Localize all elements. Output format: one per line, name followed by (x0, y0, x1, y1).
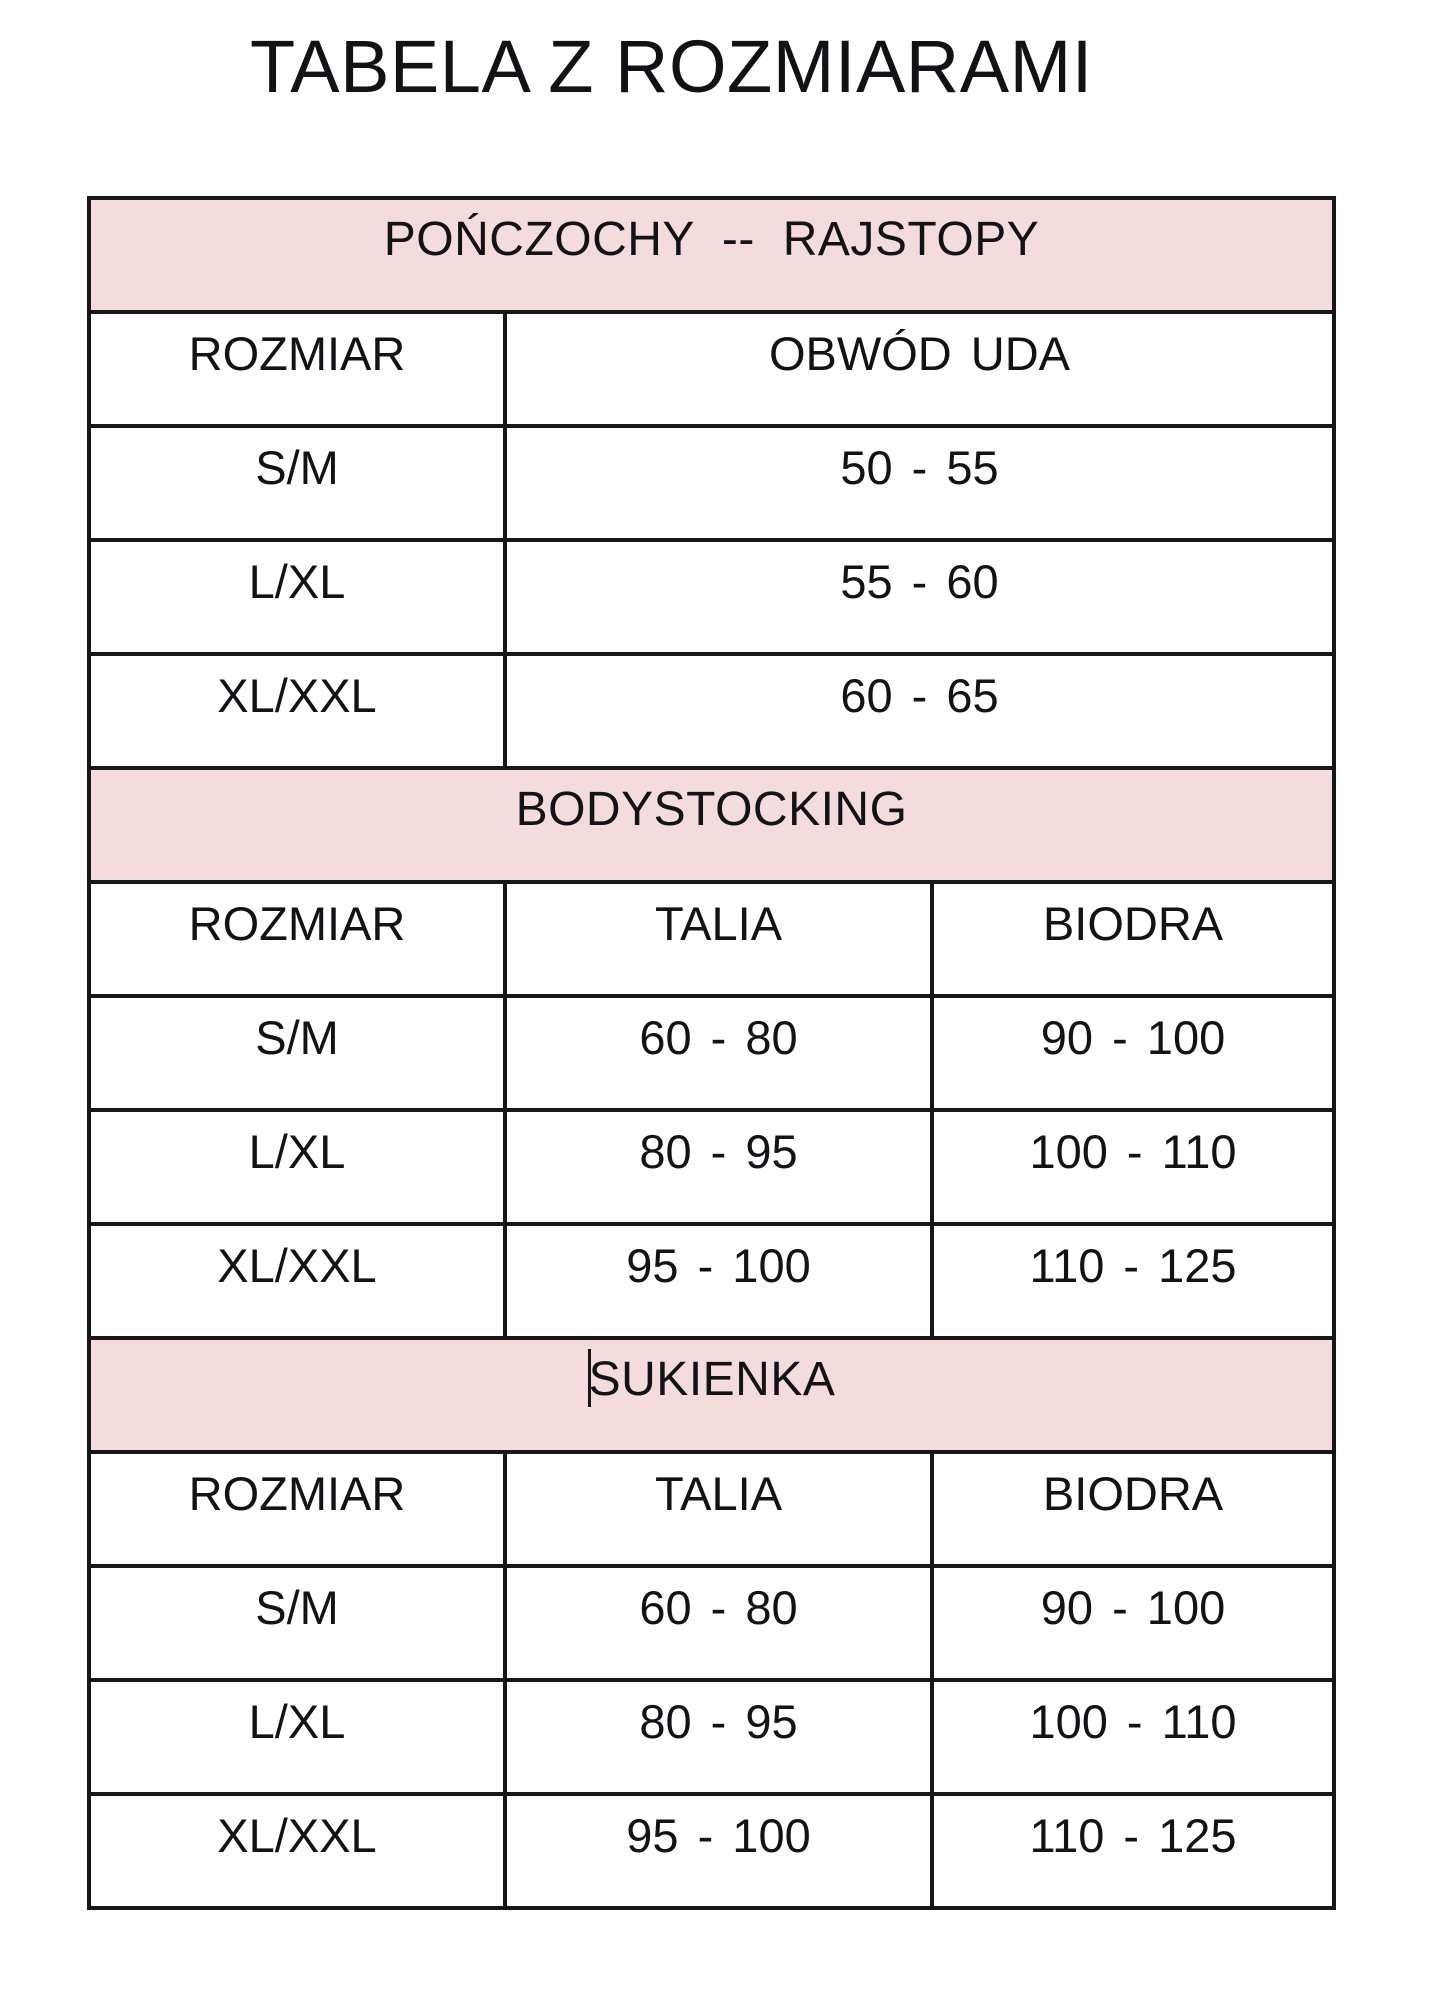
size-cell: XL/XXL (87, 1222, 507, 1340)
section-header-row-sukienka: SUKIENKA (86, 1336, 1337, 1454)
page-title: TABELA Z ROZMIARAMI (250, 25, 1093, 108)
column-header-row: ROZMIAR TALIA BIODRA (87, 880, 1337, 998)
column-header-rozmiar: ROZMIAR (87, 1450, 507, 1568)
size-cell: S/M (87, 1564, 507, 1682)
table-row: S/M 60 - 80 90 - 100 (87, 994, 1337, 1112)
value-cell: 90 - 100 (929, 1564, 1337, 1682)
section-title-ponczochy-rajstopy: POŃCZOCHY -- RAJSTOPY (86, 196, 1337, 314)
size-cell: S/M (87, 424, 507, 542)
table-row: XL/XXL 95 - 100 110 - 125 (87, 1222, 1337, 1340)
size-cell: L/XL (87, 1108, 507, 1226)
table-row: L/XL 80 - 95 100 - 110 (87, 1678, 1337, 1796)
table-row: S/M 60 - 80 90 - 100 (87, 1564, 1337, 1682)
size-cell: S/M (87, 994, 507, 1112)
size-cell: L/XL (87, 1678, 507, 1796)
value-cell: 90 - 100 (929, 994, 1337, 1112)
column-header-row: ROZMIAR TALIA BIODRA (87, 1450, 1337, 1568)
value-cell: 80 - 95 (503, 1108, 934, 1226)
text-cursor (587, 1349, 591, 1407)
section-title-sukienka-label: SUKIENKA (588, 1353, 836, 1406)
value-cell: 60 - 80 (503, 994, 934, 1112)
size-cell: XL/XXL (87, 652, 507, 770)
column-header-biodra: BIODRA (929, 880, 1337, 998)
value-cell: 95 - 100 (503, 1222, 934, 1340)
value-cell: 95 - 100 (503, 1792, 934, 1910)
value-cell: 55 - 60 (502, 538, 1337, 656)
column-header-talia: TALIA (503, 880, 934, 998)
table-row: XL/XXL 60 - 65 (87, 652, 1337, 770)
table-row: L/XL 80 - 95 100 - 110 (87, 1108, 1337, 1226)
column-header-rozmiar: ROZMIAR (87, 310, 507, 428)
table-row: S/M 50 - 55 (87, 424, 1337, 542)
column-header-row: ROZMIAR OBWÓD UDA (87, 310, 1337, 428)
value-cell: 110 - 125 (929, 1222, 1337, 1340)
column-header-talia: TALIA (503, 1450, 934, 1568)
value-cell: 50 - 55 (502, 424, 1337, 542)
table-row: L/XL 55 - 60 (87, 538, 1337, 656)
table-row: XL/XXL 95 - 100 110 - 125 (87, 1792, 1337, 1910)
value-cell: 60 - 65 (502, 652, 1337, 770)
size-cell: L/XL (87, 538, 507, 656)
size-cell: XL/XXL (87, 1792, 507, 1910)
value-cell: 100 - 110 (929, 1108, 1337, 1226)
column-header-obwod-uda: OBWÓD UDA (502, 310, 1337, 428)
section-header-row-bodystocking: BODYSTOCKING (86, 766, 1337, 884)
size-table: POŃCZOCHY -- RAJSTOPY ROZMIAR OBWÓD UDA … (86, 196, 1337, 1910)
value-cell: 100 - 110 (929, 1678, 1337, 1796)
section-title-bodystocking: BODYSTOCKING (86, 766, 1337, 884)
section-title-sukienka: SUKIENKA (86, 1336, 1337, 1454)
value-cell: 80 - 95 (503, 1678, 934, 1796)
value-cell: 110 - 125 (929, 1792, 1337, 1910)
value-cell: 60 - 80 (503, 1564, 934, 1682)
section-header-row-ponczochy: POŃCZOCHY -- RAJSTOPY (86, 196, 1337, 314)
column-header-biodra: BIODRA (929, 1450, 1337, 1568)
column-header-rozmiar: ROZMIAR (87, 880, 507, 998)
